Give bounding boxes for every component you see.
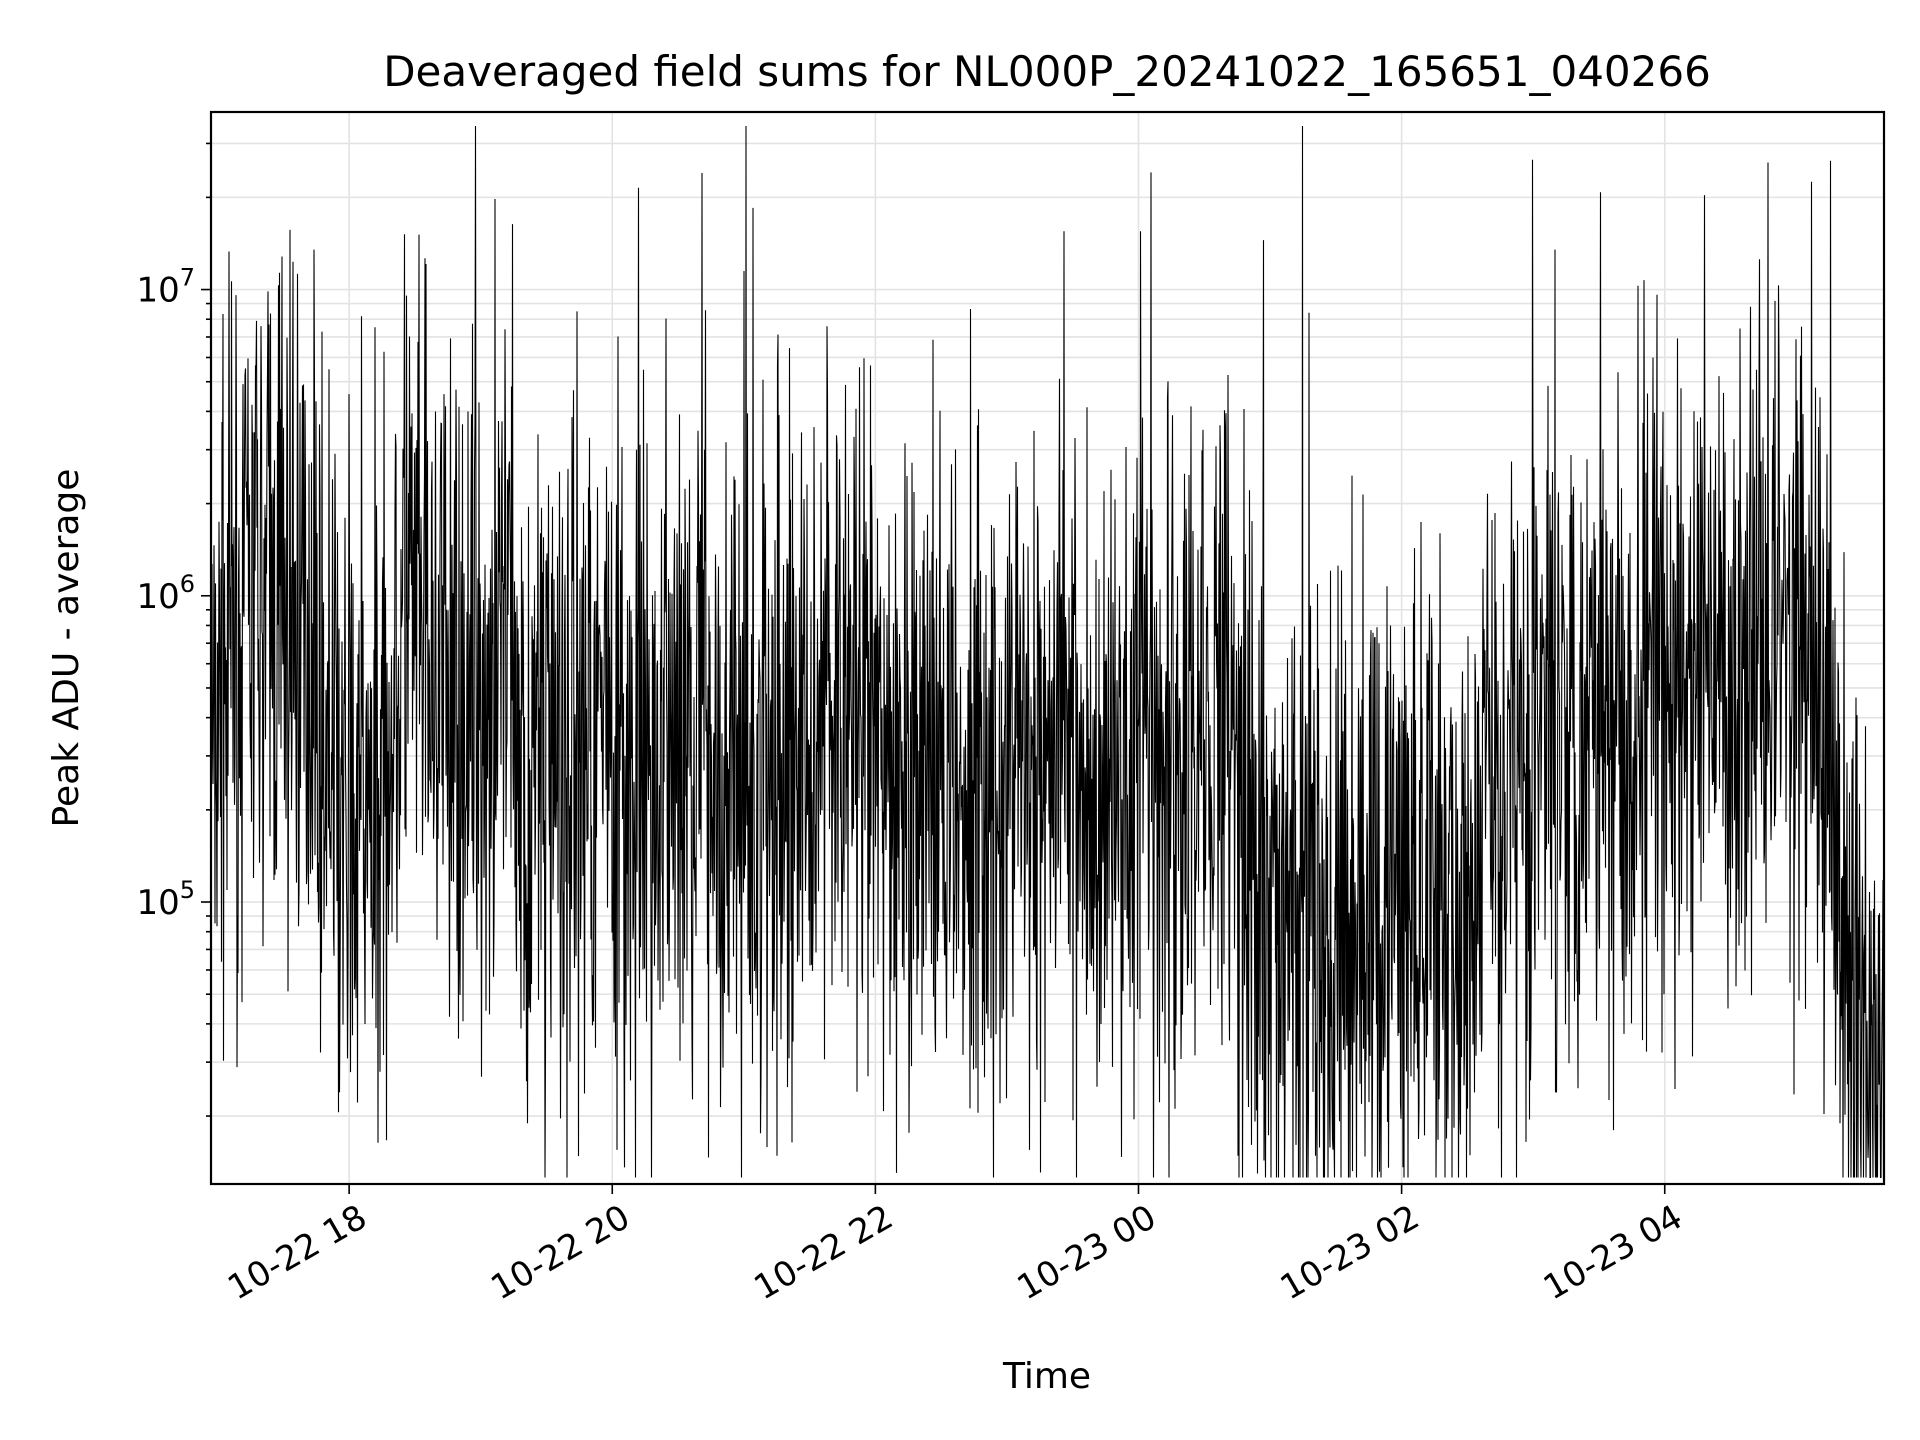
y-axis-label: Peak ADU - average <box>46 469 87 828</box>
x-axis-label: Time <box>1002 1356 1091 1397</box>
plot-frame <box>209 110 1886 1186</box>
chart-title: Deaveraged field sums for NL000P_2024102… <box>383 47 1711 96</box>
series-line <box>210 125 1885 1179</box>
series-layer <box>210 125 1885 1179</box>
y-tick-label: 106 <box>136 570 195 617</box>
y-tick-label: 105 <box>136 876 195 923</box>
y-tick-label: 107 <box>136 264 195 311</box>
